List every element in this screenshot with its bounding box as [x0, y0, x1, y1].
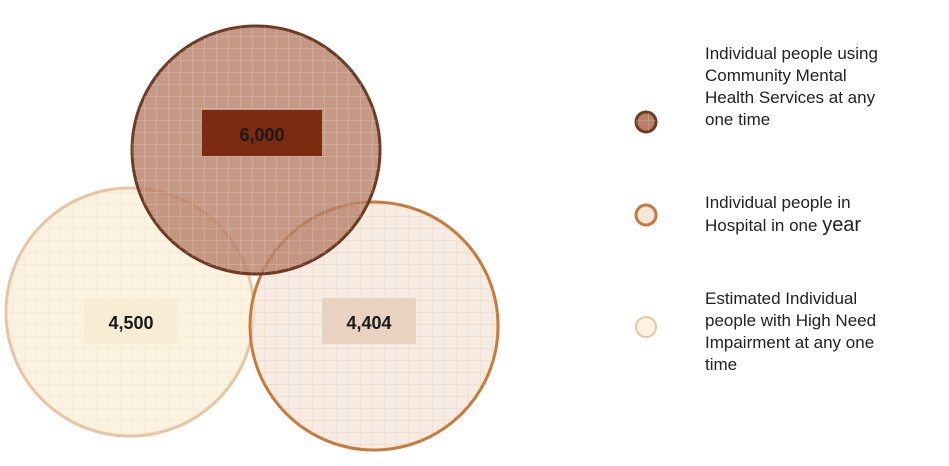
high-need-value-label: 4,500 — [84, 298, 178, 344]
hospital-value-label: 4,404 — [322, 298, 416, 344]
legend-label-hospital: Individual people in Hospital in one yea… — [705, 192, 949, 237]
high-need-value: 4,500 — [108, 313, 153, 333]
legend-label-community: Individual people using Community Mental… — [705, 44, 878, 129]
legend-marker-hospital — [634, 203, 658, 227]
community-value-label: 6,000 — [202, 110, 322, 156]
legend-label-hospital-main: Individual people in Hospital in one — [705, 193, 851, 235]
legend-marker-highneed — [635, 316, 657, 338]
legend-label-hospital-year: year — [822, 214, 862, 236]
community-value: 6,000 — [239, 125, 284, 145]
hospital-value: 4,404 — [346, 313, 391, 333]
legend-marker-community — [634, 110, 658, 134]
legend-label-highneed: Estimated Individual people with High Ne… — [705, 289, 877, 374]
